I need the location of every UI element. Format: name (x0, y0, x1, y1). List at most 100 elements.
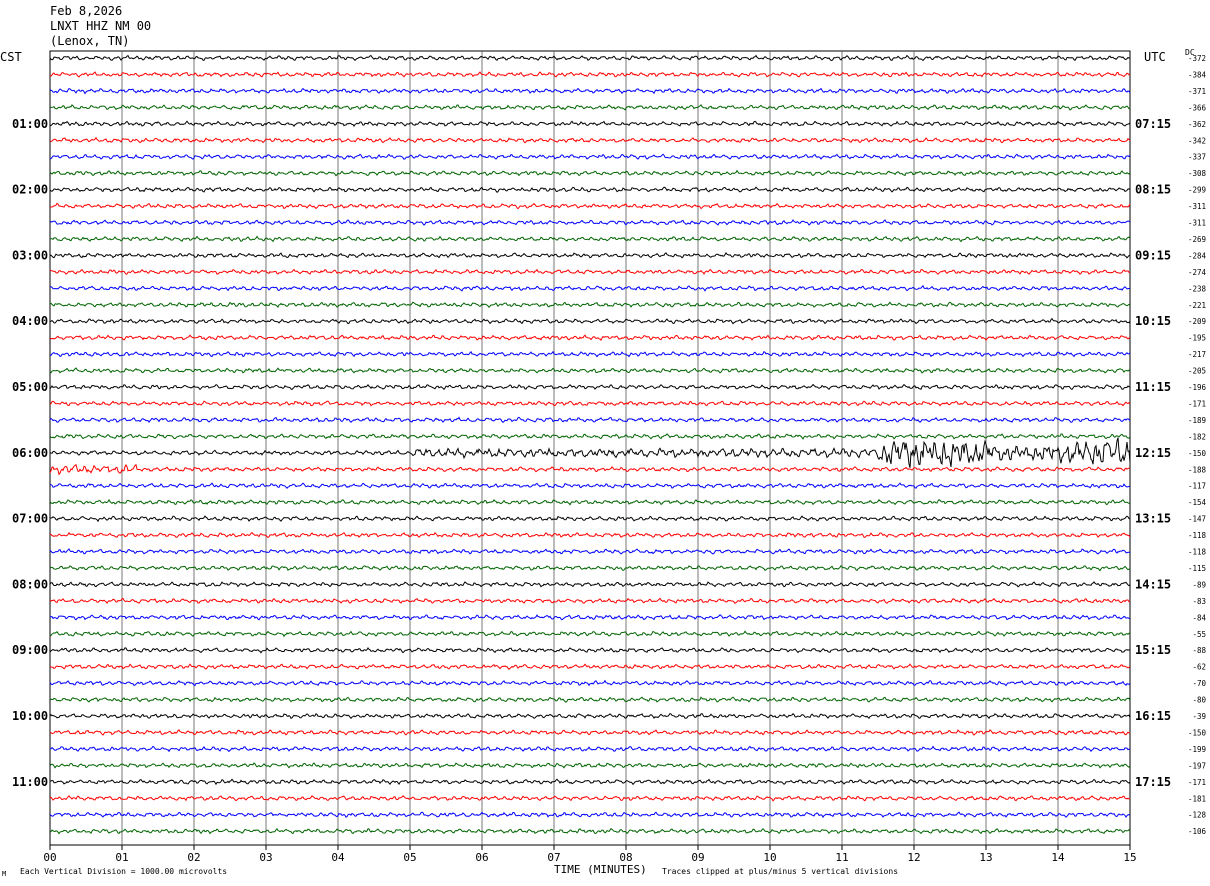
right-timezone-title: UTC (1144, 50, 1166, 64)
trace-row-38 (49, 679, 1131, 687)
dc-offset-label: -299 (1188, 186, 1206, 195)
dc-offset-label: -195 (1188, 334, 1206, 343)
x-tick-label: 08 (619, 851, 632, 864)
dc-offset-label: -217 (1188, 350, 1206, 359)
trace-row-37 (49, 663, 1131, 671)
trace-row-14 (49, 284, 1131, 292)
dc-offset-label: -311 (1188, 219, 1206, 228)
x-tick-label: 06 (475, 851, 488, 864)
trace-row-30 (49, 548, 1131, 555)
header-station: LNXT HHZ NM 00 (50, 19, 152, 33)
left-hour-label: 09:00 (12, 643, 48, 657)
trace-row-47 (49, 827, 1131, 835)
trace-row-23 (49, 433, 1131, 440)
dc-offset-label: -372 (1188, 54, 1206, 63)
dc-offset-label: -284 (1188, 251, 1207, 260)
trace-row-32 (49, 581, 1131, 588)
left-hour-label: 02:00 (12, 183, 48, 197)
dc-offset-label: -83 (1192, 597, 1206, 606)
dc-offset-label: -182 (1188, 432, 1206, 441)
right-hour-label: 14:15 (1135, 577, 1171, 591)
dc-offset-label: -84 (1192, 613, 1206, 622)
trace-row-6 (49, 153, 1131, 160)
left-hour-label: 10:00 (12, 709, 48, 723)
right-hour-label: 08:15 (1135, 183, 1171, 197)
traces (49, 54, 1131, 835)
trace-row-19 (49, 367, 1131, 374)
dc-offset-label: -150 (1188, 449, 1207, 458)
x-tick-label: 12 (907, 851, 920, 864)
x-tick-label: 13 (979, 851, 992, 864)
trace-row-2 (49, 87, 1131, 95)
grid (49, 50, 1131, 850)
x-tick-label: 15 (1123, 851, 1136, 864)
x-tick-label: 07 (547, 851, 560, 864)
dc-offset-label: -62 (1192, 663, 1206, 672)
dc-offset-label: -221 (1188, 301, 1206, 310)
left-hour-label: 05:00 (12, 380, 48, 394)
dc-offset-label: -117 (1188, 482, 1206, 491)
dc-offset-label: -188 (1188, 465, 1207, 474)
dc-offset-label: -115 (1188, 564, 1206, 573)
dc-offset-label: -106 (1188, 827, 1207, 836)
right-hour-label: 15:15 (1135, 643, 1171, 657)
right-hour-label: 11:15 (1135, 380, 1171, 394)
corner-mark: M (2, 870, 7, 878)
right-hour-label: 12:15 (1135, 446, 1171, 460)
trace-row-12 (49, 252, 1131, 259)
trace-row-9 (49, 202, 1131, 210)
dc-offset-label: -384 (1188, 70, 1207, 79)
trace-row-46 (49, 811, 1131, 819)
trace-row-28 (49, 515, 1131, 523)
scale-note: Each Vertical Division = 1000.00 microvo… (20, 867, 228, 876)
trace-row-29 (49, 531, 1131, 539)
x-tick-label: 01 (115, 851, 128, 864)
dc-offset-label: -311 (1188, 202, 1206, 211)
left-hour-label: 06:00 (12, 446, 48, 460)
dc-offset-label: -55 (1192, 630, 1206, 639)
trace-row-34 (49, 614, 1131, 621)
plot-frame (49, 50, 1131, 846)
x-axis-title: TIME (MINUTES) (554, 863, 647, 876)
x-tick-label: 03 (259, 851, 272, 864)
trace-row-22 (49, 416, 1131, 424)
trace-row-1 (49, 71, 1131, 78)
dc-offset-label: -39 (1192, 712, 1206, 721)
dc-offset-label: -238 (1188, 284, 1207, 293)
dc-offset-label: -171 (1188, 778, 1206, 787)
trace-row-15 (49, 301, 1131, 309)
left-hour-label: 07:00 (12, 512, 48, 526)
trace-row-4 (49, 120, 1131, 128)
trace-row-0 (49, 54, 1131, 62)
x-tick-label: 04 (331, 851, 345, 864)
trace-row-36 (49, 646, 1131, 654)
clip-note: Traces clipped at plus/minus 5 vertical … (662, 867, 899, 876)
trace-row-31 (49, 565, 1131, 572)
trace-row-35 (49, 630, 1131, 638)
trace-row-20 (49, 383, 1131, 391)
header-date: Feb 8,2026 (50, 4, 123, 18)
right-hour-label: 10:15 (1135, 314, 1171, 328)
dc-offset-label: -308 (1188, 169, 1207, 178)
dc-offset-label: -70 (1192, 679, 1206, 688)
x-tick-label: 14 (1051, 851, 1065, 864)
right-hour-label: 16:15 (1135, 709, 1171, 723)
trace-row-13 (49, 268, 1131, 275)
left-timezone-title: CST (0, 50, 22, 64)
dc-offset-label: -147 (1188, 515, 1206, 524)
trace-row-3 (49, 104, 1131, 111)
dc-offset-label: -196 (1188, 383, 1207, 392)
trace-row-25 (49, 463, 1131, 476)
dc-offset-label: -197 (1188, 761, 1206, 770)
right-hour-label: 07:15 (1135, 117, 1171, 131)
x-tick-label: 00 (43, 851, 56, 864)
left-hour-label: 03:00 (12, 248, 48, 262)
x-tick-label: 09 (691, 851, 704, 864)
header-location: (Lenox, TN) (50, 34, 130, 48)
dc-offset-label: -118 (1188, 548, 1207, 557)
dc-offset-label: -80 (1192, 696, 1206, 705)
dc-offset-label: -337 (1188, 153, 1206, 162)
trace-row-11 (49, 235, 1131, 243)
right-hour-label: 13:15 (1135, 512, 1171, 526)
